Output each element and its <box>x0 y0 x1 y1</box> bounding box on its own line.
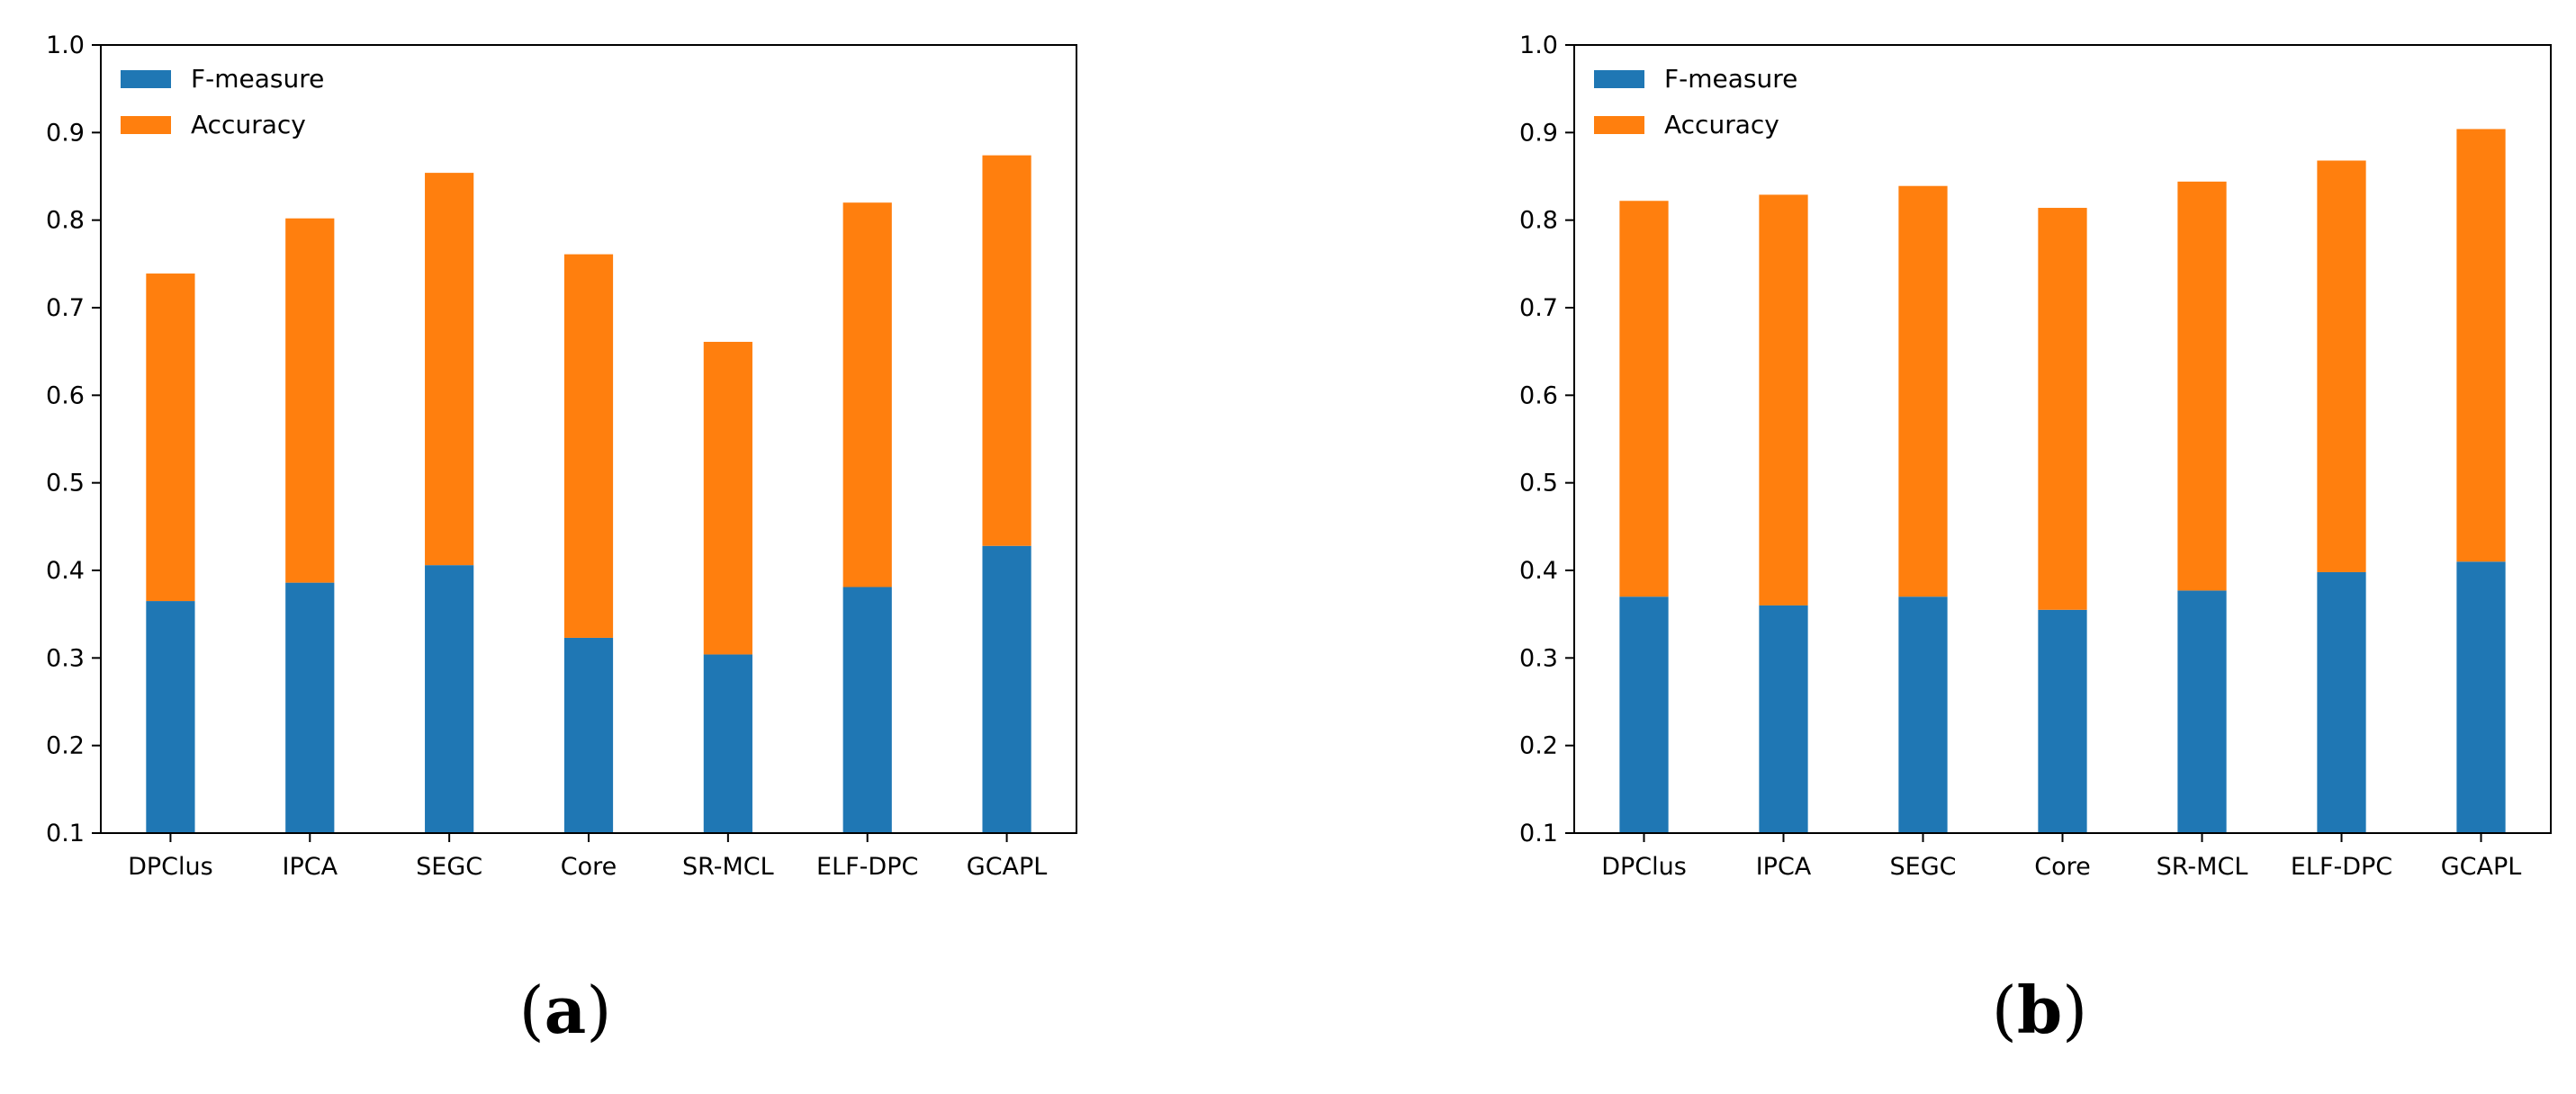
panel-b-legend-label: Accuracy <box>1664 110 1779 139</box>
panel-a-bar-f-measure-ipca <box>285 582 335 833</box>
panel-a-bar-f-measure-sr-mcl <box>703 654 752 833</box>
panel-b-bar-accuracy-segc <box>1898 185 1948 597</box>
panel-a-y-tick-label: 0.7 <box>46 294 85 322</box>
panel-a-x-tick-label: SEGC <box>416 853 482 881</box>
panel-a-y-tick-label: 0.8 <box>46 207 85 235</box>
panel-a-bar-accuracy-elf-dpc <box>842 202 892 587</box>
panel-a-y-tick-label: 0.4 <box>46 557 85 585</box>
panel-b-bar-f-measure-elf-dpc <box>2317 571 2366 833</box>
panel-b-bar-accuracy-gcapl <box>2456 129 2506 562</box>
panel-b-bar-f-measure-sr-mcl <box>2177 590 2227 833</box>
panel-b-x-tick-label: SEGC <box>1890 853 1957 881</box>
panel-b-y-tick-label: 0.4 <box>1519 557 1558 585</box>
panel-b-legend-label: F-measure <box>1664 64 1797 94</box>
panel-b-x-tick-label: ELF-DPC <box>2291 853 2392 881</box>
panel-label-a: (a) <box>518 972 612 1048</box>
panel-a-bar-accuracy-ipca <box>285 218 335 583</box>
panel-b-x-tick-label: IPCA <box>1756 853 1812 881</box>
panel-a-bar-accuracy-dpclus <box>146 274 195 602</box>
panel-a-bar-f-measure-segc <box>425 565 474 833</box>
panel-b-y-tick-label: 0.2 <box>1519 732 1558 760</box>
panel-b-bar-accuracy-core <box>2038 208 2087 610</box>
panel-b-x-tick-label: Core <box>2034 853 2091 881</box>
panel-a-y-tick-label: 0.2 <box>46 732 85 760</box>
panel-a-bar-accuracy-core <box>563 254 614 638</box>
panel-a-y-tick-label: 0.3 <box>46 644 85 672</box>
panel-a-legend-swatch <box>121 70 171 88</box>
panel-a-y-tick-label: 0.6 <box>46 381 85 409</box>
panel-b-y-tick-label: 1.0 <box>1519 31 1558 59</box>
panel-a-bar-f-measure-dpclus <box>146 601 195 833</box>
panel-a-x-tick-label: SR-MCL <box>682 853 774 881</box>
panel-a-x-tick-label: IPCA <box>282 853 338 881</box>
panel-a-bar-f-measure-core <box>563 637 614 833</box>
panel-b-y-tick-label: 0.8 <box>1519 207 1558 235</box>
panel-a-bar-f-measure-elf-dpc <box>842 587 892 833</box>
panel-a-bar-f-measure-gcapl <box>982 545 1031 833</box>
panel-a-legend-label: F-measure <box>191 64 324 94</box>
panel-a-y-tick-label: 1.0 <box>46 31 85 59</box>
panel-b-y-tick-label: 0.3 <box>1519 644 1558 672</box>
panel-label-b: (b) <box>1991 972 2088 1048</box>
panel-b-bar-accuracy-elf-dpc <box>2317 160 2366 572</box>
panel-b-x-tick-label: SR-MCL <box>2157 853 2248 881</box>
panel-b-legend-swatch <box>1594 116 1644 134</box>
panel-b-x-tick-label: DPClus <box>1601 853 1687 881</box>
panel-a-x-tick-label: DPClus <box>128 853 213 881</box>
panel-a-legend-swatch <box>121 116 171 134</box>
panel-a-bar-accuracy-sr-mcl <box>703 341 752 655</box>
panel-a-y-tick-label: 0.9 <box>46 119 85 147</box>
panel-a-bar-accuracy-gcapl <box>982 155 1031 546</box>
panel-b-y-tick-label: 0.9 <box>1519 119 1558 147</box>
panel-b-bar-accuracy-sr-mcl <box>2177 181 2227 591</box>
panel-b-y-tick-label: 0.7 <box>1519 294 1558 322</box>
panel-a-y-tick-label: 0.5 <box>46 470 85 498</box>
panel-b-y-tick-label: 0.6 <box>1519 381 1558 409</box>
panel-a-bar-accuracy-segc <box>425 173 474 566</box>
panel-b-x-tick-label: GCAPL <box>2441 853 2522 881</box>
panel-a-x-tick-label: Core <box>561 853 617 881</box>
panel-b-bar-f-measure-core <box>2038 609 2087 833</box>
panel-b-legend-swatch <box>1594 70 1644 88</box>
panel-a-x-tick-label: GCAPL <box>967 853 1048 881</box>
panel-b-y-tick-label: 0.5 <box>1519 470 1558 498</box>
panel-b-bar-f-measure-ipca <box>1759 605 1808 833</box>
panel-a-legend-label: Accuracy <box>191 110 306 139</box>
panel-a-y-tick-label: 0.1 <box>46 820 85 847</box>
panel-b-bar-f-measure-dpclus <box>1619 596 1669 833</box>
panel-b-bar-accuracy-dpclus <box>1619 201 1669 597</box>
panel-b-y-tick-label: 0.1 <box>1519 820 1558 847</box>
panel-a-x-tick-label: ELF-DPC <box>816 853 918 881</box>
panel-b-bar-f-measure-segc <box>1898 596 1948 833</box>
panel-b-bar-f-measure-gcapl <box>2456 561 2506 833</box>
panel-b-bar-accuracy-ipca <box>1759 194 1808 605</box>
